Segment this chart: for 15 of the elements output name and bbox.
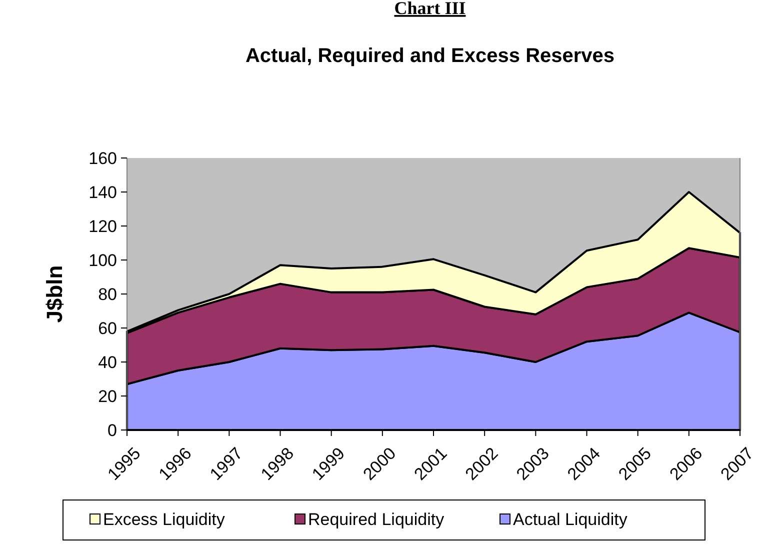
y-tick-label: 60 (98, 318, 117, 338)
chart-title: Actual, Required and Excess Reserves (245, 45, 615, 67)
y-tick-label: 160 (88, 148, 117, 168)
legend-label: Excess Liquidity (103, 510, 226, 529)
y-tick-label: 0 (108, 420, 117, 440)
legend-label: Actual Liquidity (513, 510, 628, 529)
chart-subtitle: Chart III (394, 0, 466, 18)
legend-label: Required Liquidity (308, 510, 445, 529)
y-tick-label: 140 (88, 182, 117, 202)
y-axis-title: J$bln (42, 265, 67, 323)
y-tick-label: 80 (98, 284, 117, 304)
y-tick-label: 40 (98, 352, 117, 372)
y-tick-label: 20 (98, 386, 117, 406)
y-tick-label: 120 (88, 216, 117, 236)
y-tick-label: 100 (88, 250, 117, 270)
